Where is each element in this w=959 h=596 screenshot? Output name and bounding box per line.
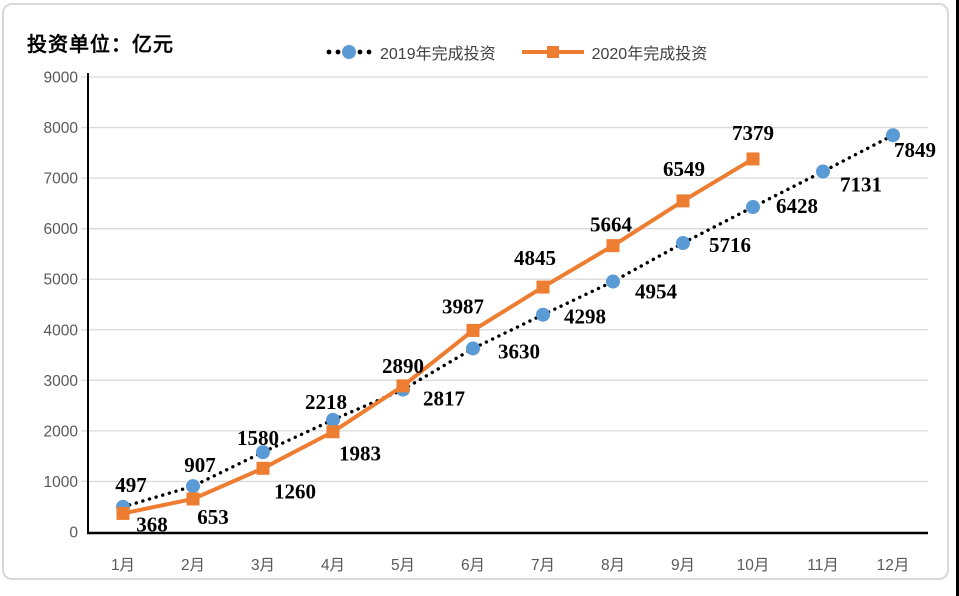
data-label-2020-m4: 1983 bbox=[339, 442, 381, 466]
unit-label: 投资单位：亿元 bbox=[27, 34, 174, 56]
y-tick-label-7000: 7000 bbox=[44, 171, 79, 188]
x-tick-label-12: 12月 bbox=[877, 557, 910, 574]
data-label-2020-m3: 1260 bbox=[274, 479, 316, 503]
x-tick-label-7: 7月 bbox=[531, 557, 555, 574]
y-tick-label-0: 0 bbox=[69, 525, 78, 542]
data-label-2019-m6: 3630 bbox=[498, 339, 540, 363]
point-2020-m4[interactable] bbox=[326, 425, 340, 439]
data-label-2019-m11: 7131 bbox=[840, 172, 882, 196]
screenshot-right-edge-line bbox=[956, 0, 959, 596]
point-2019-m4[interactable] bbox=[326, 412, 340, 427]
data-label-2019-m7: 4298 bbox=[564, 305, 606, 329]
point-2020-m1[interactable] bbox=[116, 506, 130, 520]
data-label-2020-m8: 5664 bbox=[590, 213, 633, 237]
solid-line-square-marker-icon bbox=[521, 46, 584, 58]
legend-item-2019[interactable]: 2019年完成投资 bbox=[326, 40, 496, 64]
x-tick-label-10: 10月 bbox=[737, 557, 770, 574]
point-2020-m10[interactable] bbox=[746, 152, 760, 166]
dotted-line-circle-marker-icon bbox=[326, 45, 372, 59]
data-label-2019-m4: 2218 bbox=[305, 390, 347, 414]
data-label-2019-m2: 907 bbox=[184, 453, 216, 477]
y-tick-label-6000: 6000 bbox=[44, 221, 79, 238]
point-2019-m12[interactable] bbox=[886, 128, 900, 143]
data-label-2020-m6: 3987 bbox=[442, 294, 484, 318]
data-label-2019-m5: 2817 bbox=[423, 387, 465, 411]
data-label-2019-m1: 497 bbox=[115, 473, 147, 497]
data-label-2019-m8: 4954 bbox=[635, 280, 678, 304]
x-tick-label-1: 1月 bbox=[111, 557, 135, 574]
x-tick-label-4: 4月 bbox=[321, 557, 345, 574]
x-tick-label-2: 2月 bbox=[181, 557, 205, 574]
data-label-2020-m5: 2890 bbox=[382, 354, 424, 378]
data-label-2020-m10: 7379 bbox=[732, 121, 774, 145]
point-2020-m7[interactable] bbox=[536, 280, 550, 294]
x-tick-label-3: 3月 bbox=[251, 557, 275, 574]
x-tick-label-9: 9月 bbox=[671, 557, 695, 574]
point-2020-m3[interactable] bbox=[256, 461, 270, 475]
point-2019-m3[interactable] bbox=[256, 445, 270, 460]
data-label-2020-m1: 368 bbox=[136, 512, 168, 536]
data-label-2020-m7: 4845 bbox=[514, 246, 556, 270]
point-2019-m11[interactable] bbox=[816, 164, 830, 179]
x-tick-label-6: 6月 bbox=[461, 557, 485, 574]
point-2019-m9[interactable] bbox=[676, 236, 690, 251]
point-2019-m2[interactable] bbox=[186, 479, 200, 494]
legend-label-2019: 2019年完成投资 bbox=[380, 46, 496, 63]
point-2020-m5[interactable] bbox=[396, 379, 410, 393]
data-label-2019-m12: 7849 bbox=[894, 138, 936, 162]
point-2020-m9[interactable] bbox=[676, 194, 690, 208]
point-2020-m8[interactable] bbox=[606, 239, 620, 253]
point-2019-m8[interactable] bbox=[606, 274, 620, 289]
y-tick-label-9000: 9000 bbox=[44, 70, 79, 87]
data-label-2019-m3: 1580 bbox=[237, 426, 279, 450]
data-label-2019-m10: 6428 bbox=[776, 194, 818, 218]
point-2019-m10[interactable] bbox=[746, 200, 760, 215]
point-2019-m7[interactable] bbox=[536, 307, 550, 322]
legend-label-2020: 2020年完成投资 bbox=[591, 46, 708, 63]
chart-legend: 2019年完成投资 2020年完成投资 bbox=[326, 40, 707, 64]
x-tick-label-11: 11月 bbox=[807, 557, 839, 574]
x-tick-label-8: 8月 bbox=[601, 557, 625, 574]
legend-item-2020[interactable]: 2020年完成投资 bbox=[521, 40, 708, 64]
y-tick-label-4000: 4000 bbox=[44, 322, 79, 339]
y-tick-label-2000: 2000 bbox=[44, 423, 79, 440]
x-tick-label-5: 5月 bbox=[391, 557, 415, 574]
y-tick-label-3000: 3000 bbox=[44, 373, 79, 390]
y-tick-label-8000: 8000 bbox=[44, 120, 79, 137]
series-line-2019 bbox=[121, 133, 895, 509]
y-tick-label-1000: 1000 bbox=[44, 474, 79, 491]
data-label-2020-m9: 6549 bbox=[663, 157, 705, 181]
data-label-2020-m2: 653 bbox=[197, 505, 229, 529]
y-tick-label-5000: 5000 bbox=[44, 272, 79, 289]
data-label-2019-m9: 5716 bbox=[709, 233, 751, 257]
point-2019-m6[interactable] bbox=[466, 341, 480, 356]
chart-card bbox=[2, 3, 949, 580]
point-2020-m6[interactable] bbox=[466, 323, 480, 337]
series-line-2020 bbox=[122, 157, 755, 516]
point-2020-m2[interactable] bbox=[186, 492, 200, 506]
